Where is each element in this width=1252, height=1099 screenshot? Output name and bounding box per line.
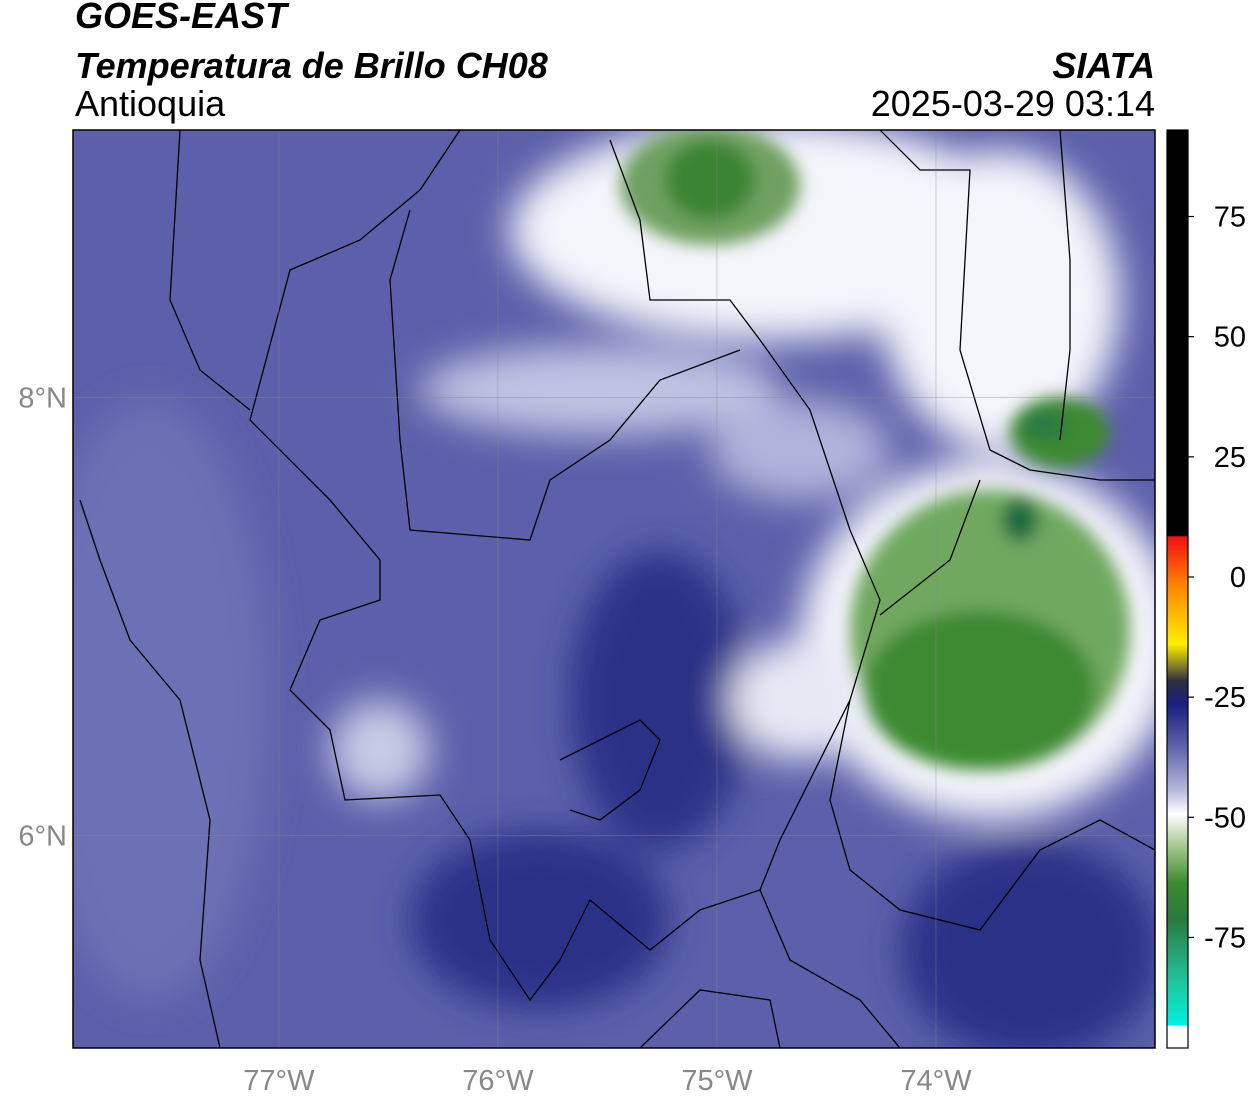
- x-tick-label: 74°W: [900, 1065, 972, 1097]
- colorbar-tick-label: -75: [1204, 922, 1246, 954]
- colorbar: [1166, 129, 1189, 1049]
- map-frame: [72, 129, 1156, 1049]
- source: SIATA: [1052, 45, 1155, 86]
- timestamp: 2025-03-29 03:14: [871, 83, 1155, 124]
- y-tick-label: 8°N: [18, 382, 67, 414]
- x-tick-label: 75°W: [681, 1065, 753, 1097]
- x-tick-label: 77°W: [243, 1065, 315, 1097]
- graticule: [73, 130, 1155, 1048]
- subtitle: Temperatura de Brillo CH08: [75, 45, 548, 86]
- colorbar-tick-label: -25: [1204, 682, 1246, 714]
- colorbar-tick-label: -50: [1204, 802, 1246, 834]
- colorbar-tick-label: 25: [1214, 442, 1246, 474]
- title: GOES-EAST: [75, 0, 290, 36]
- satellite-image: [73, 130, 1155, 1048]
- colorbar-tick-label: 50: [1214, 322, 1246, 354]
- y-tick-label: 6°N: [18, 820, 67, 852]
- colorbar-tick-label: 0: [1230, 562, 1246, 594]
- x-tick-label: 76°W: [462, 1065, 534, 1097]
- colorbar-tick-label: 75: [1214, 202, 1246, 234]
- region: Antioquia: [75, 83, 226, 124]
